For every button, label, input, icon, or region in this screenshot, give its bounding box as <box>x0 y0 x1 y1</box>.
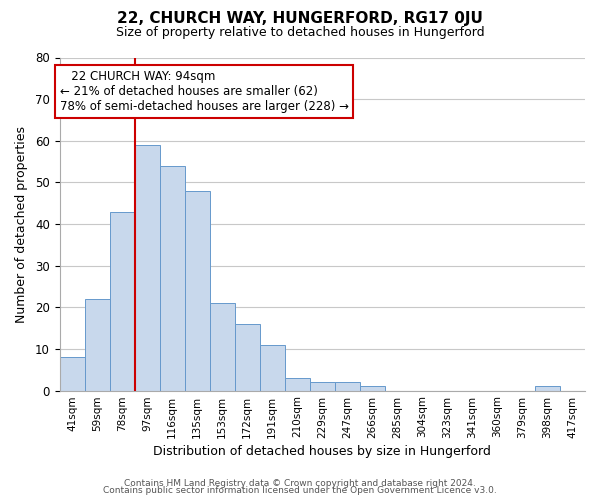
Text: Contains public sector information licensed under the Open Government Licence v3: Contains public sector information licen… <box>103 486 497 495</box>
Bar <box>260 345 285 391</box>
Bar <box>85 299 110 390</box>
Text: 22, CHURCH WAY, HUNGERFORD, RG17 0JU: 22, CHURCH WAY, HUNGERFORD, RG17 0JU <box>117 11 483 26</box>
Bar <box>335 382 360 390</box>
Text: Contains HM Land Registry data © Crown copyright and database right 2024.: Contains HM Land Registry data © Crown c… <box>124 478 476 488</box>
Bar <box>110 212 134 390</box>
Bar <box>59 358 85 390</box>
Bar <box>134 145 160 390</box>
Bar <box>535 386 560 390</box>
Bar <box>209 303 235 390</box>
Bar <box>285 378 310 390</box>
Text: 22 CHURCH WAY: 94sqm
← 21% of detached houses are smaller (62)
78% of semi-detac: 22 CHURCH WAY: 94sqm ← 21% of detached h… <box>59 70 349 113</box>
Y-axis label: Number of detached properties: Number of detached properties <box>15 126 28 322</box>
Bar <box>360 386 385 390</box>
Bar <box>235 324 260 390</box>
Text: Size of property relative to detached houses in Hungerford: Size of property relative to detached ho… <box>116 26 484 39</box>
Bar <box>310 382 335 390</box>
X-axis label: Distribution of detached houses by size in Hungerford: Distribution of detached houses by size … <box>154 444 491 458</box>
Bar <box>185 190 209 390</box>
Bar <box>160 166 185 390</box>
